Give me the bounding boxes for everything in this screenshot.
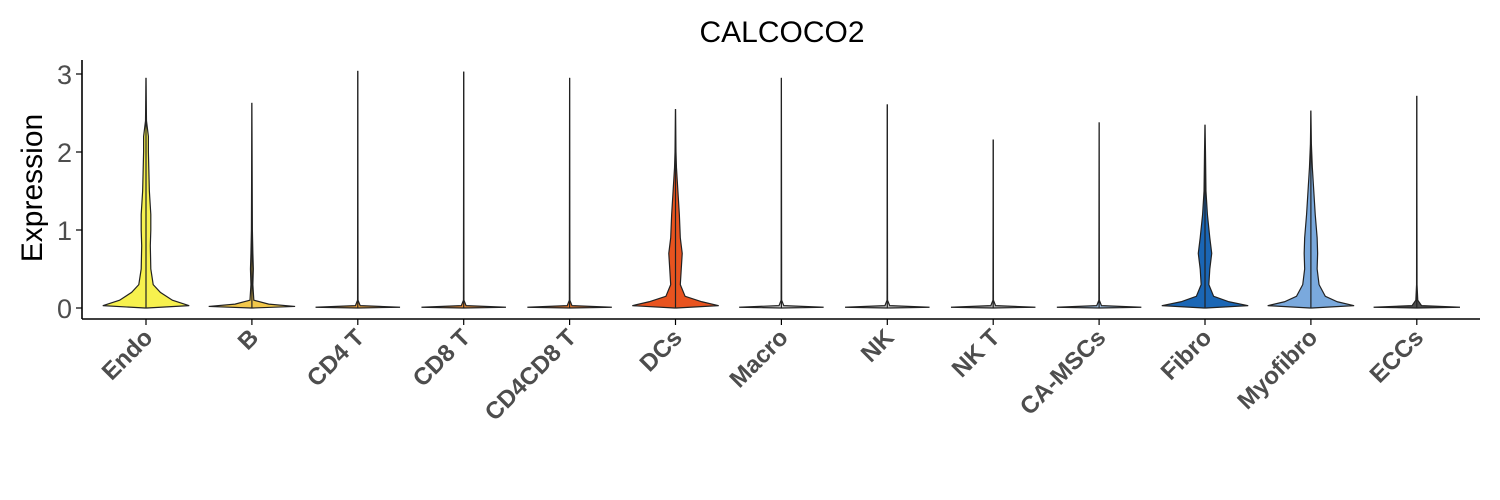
x-tick-label: NK T — [947, 324, 1006, 383]
x-tick-label: DCs — [635, 324, 688, 377]
y-tick-label: 0 — [57, 294, 72, 324]
x-tick-label: Endo — [97, 324, 159, 386]
x-tick-label: CA-MSCs — [1015, 324, 1111, 420]
x-tick-label: CD4CD8 T — [480, 324, 582, 426]
x-tick-label: CD8 T — [408, 324, 476, 392]
x-tick-label: NK — [856, 324, 900, 368]
x-tick-label: CD4 T — [302, 324, 370, 392]
x-tick-label: ECCs — [1365, 324, 1429, 388]
x-ticks-group: Endo B CD4 T CD8 T CD4CD8 T DCs Macro NK NK T CA-… — [97, 319, 1429, 426]
y-axis-label: Expression — [16, 114, 49, 262]
x-tick-label: Macro — [725, 324, 794, 393]
x-tick-label: Fibro — [1156, 324, 1218, 386]
chart-title: CALCOCO2 — [699, 16, 864, 49]
y-ticks-group: 0 1 2 3 — [57, 60, 82, 324]
x-tick-label: Myofibro — [1232, 324, 1323, 415]
y-tick-label: 1 — [57, 216, 72, 246]
violin-group — [102, 70, 1461, 309]
y-tick-label: 2 — [57, 138, 72, 168]
x-tick-label: B — [233, 324, 264, 355]
y-tick-label: 3 — [57, 60, 72, 90]
